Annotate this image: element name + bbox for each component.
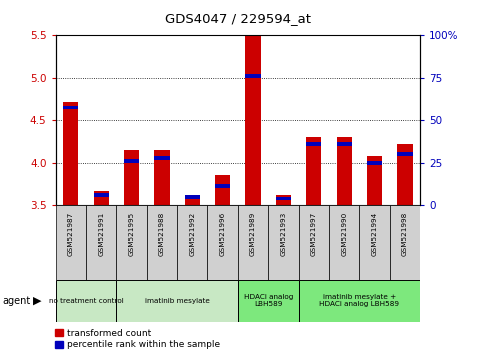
Bar (63, 105, 78, 109)
Bar (390, 205, 420, 280)
Bar (359, 205, 390, 280)
Text: GSM521991: GSM521991 (98, 211, 104, 256)
Text: GSM521995: GSM521995 (128, 211, 135, 256)
Bar (268, 205, 298, 280)
Text: imatinib mesylate: imatinib mesylate (145, 298, 210, 304)
Text: no treatment control: no treatment control (49, 298, 123, 304)
Text: ▶: ▶ (33, 296, 42, 306)
Bar (337, 137, 352, 205)
Bar (398, 144, 412, 205)
Bar (185, 195, 200, 205)
Text: HDACi analog
LBH589: HDACi analog LBH589 (243, 295, 293, 307)
Text: GSM521990: GSM521990 (341, 211, 347, 256)
Bar (298, 205, 329, 280)
Bar (238, 205, 268, 280)
Bar (367, 156, 382, 205)
Bar (306, 137, 322, 205)
Bar (215, 184, 230, 188)
Bar (367, 161, 382, 165)
Text: GSM521996: GSM521996 (220, 211, 226, 256)
Bar (147, 205, 177, 280)
Bar (276, 196, 291, 200)
Text: GSM521989: GSM521989 (250, 211, 256, 256)
Bar (63, 102, 78, 205)
Bar (124, 159, 139, 163)
Bar (154, 156, 170, 160)
Text: agent: agent (2, 296, 30, 306)
Bar (185, 195, 200, 199)
Bar (116, 280, 238, 322)
Text: GSM521988: GSM521988 (159, 211, 165, 256)
Bar (276, 195, 291, 205)
Bar (208, 205, 238, 280)
Bar (177, 205, 208, 280)
Bar (116, 205, 147, 280)
Legend: transformed count, percentile rank within the sample: transformed count, percentile rank withi… (56, 329, 220, 349)
Bar (56, 205, 86, 280)
Bar (154, 150, 170, 205)
Text: imatinib mesylate +
HDACi analog LBH589: imatinib mesylate + HDACi analog LBH589 (319, 295, 399, 307)
Text: GSM521998: GSM521998 (402, 211, 408, 256)
Bar (215, 175, 230, 205)
Bar (298, 280, 420, 322)
Text: GSM521987: GSM521987 (68, 211, 74, 256)
Text: GSM521997: GSM521997 (311, 211, 317, 256)
Bar (306, 142, 322, 146)
Bar (124, 150, 139, 205)
Bar (238, 280, 298, 322)
Bar (398, 152, 412, 156)
Bar (245, 35, 261, 205)
Text: GSM521994: GSM521994 (371, 211, 378, 256)
Bar (337, 142, 352, 146)
Bar (56, 280, 116, 322)
Text: GDS4047 / 229594_at: GDS4047 / 229594_at (165, 12, 311, 25)
Bar (94, 193, 109, 197)
Bar (94, 191, 109, 205)
Text: GSM521993: GSM521993 (281, 211, 286, 256)
Bar (329, 205, 359, 280)
Text: GSM521992: GSM521992 (189, 211, 195, 256)
Bar (245, 74, 261, 78)
Bar (86, 205, 116, 280)
